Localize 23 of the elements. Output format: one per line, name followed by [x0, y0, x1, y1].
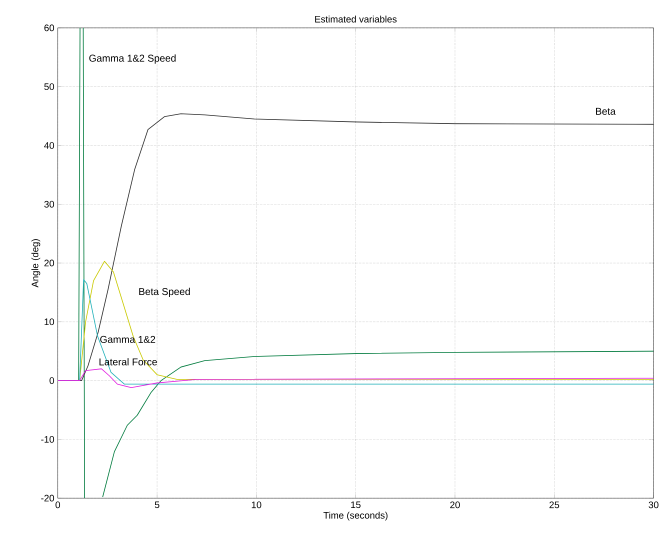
line-series: [58, 368, 654, 388]
y-tick-label: 50: [44, 83, 54, 90]
x-tick-label: 25: [549, 502, 560, 508]
y-tick-label: 20: [44, 260, 54, 266]
chart-title: Estimated variables: [315, 16, 397, 23]
y-tick-label: 60: [44, 24, 54, 32]
series-label: Beta Speed: [139, 288, 190, 298]
y-tick-label: -20: [41, 494, 54, 502]
x-tick-label: 30: [648, 502, 658, 508]
x-axis-title: Time (seconds): [323, 512, 388, 521]
x-tick-label: 0: [56, 502, 60, 508]
x-tick-label: 5: [154, 501, 160, 508]
x-tick-label: 15: [351, 501, 361, 508]
y-tick-label: 10: [44, 318, 54, 326]
y-tick-label: -10: [41, 436, 54, 443]
y-tick-label: 30: [44, 200, 54, 208]
x-tick-label: 20: [450, 502, 460, 508]
series-label: Beta: [596, 108, 616, 115]
y-tick-label: 0: [50, 377, 54, 384]
x-tick-label: 10: [252, 502, 262, 508]
series-label: Gamma 1&2 Speed: [89, 54, 176, 64]
y-tick-label: 40: [44, 142, 54, 149]
y-axis-title: Angle (deg): [31, 239, 40, 288]
